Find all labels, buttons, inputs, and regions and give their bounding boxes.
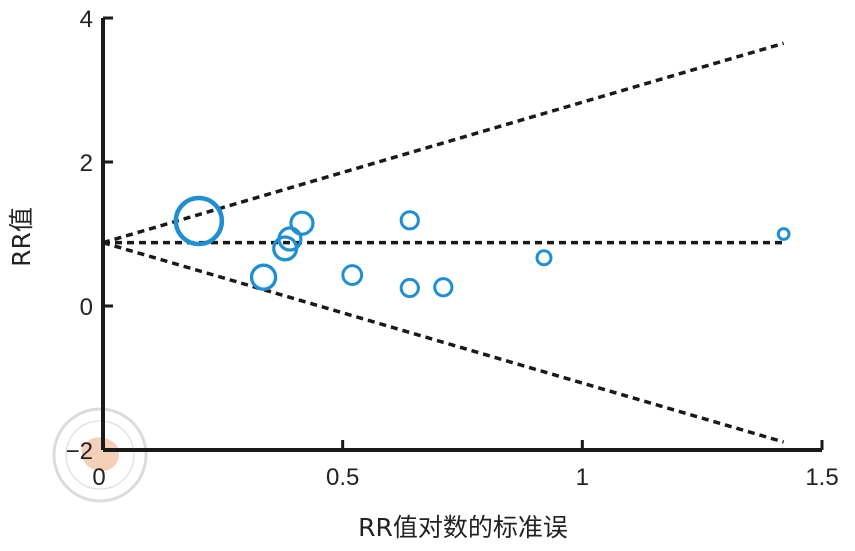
x-tick-label: 0 xyxy=(92,464,105,491)
study-point xyxy=(173,195,225,247)
x-tick-label: 0.5 xyxy=(326,464,359,491)
study-point xyxy=(249,263,278,291)
y-axis-label: RR值 xyxy=(7,207,36,267)
x-tick-label: 1 xyxy=(576,464,589,491)
x-axis-ticks: 0 0.5 1 1.5 xyxy=(92,440,839,491)
y-axis-ticks: −2 0 2 4 xyxy=(66,6,113,465)
funnel-lines xyxy=(102,41,785,444)
watermark-seal-icon xyxy=(52,407,148,503)
x-axis-label: RR值对数的标准误 xyxy=(358,513,568,542)
y-tick-label: 4 xyxy=(80,6,93,33)
upper-funnel-line xyxy=(102,41,785,245)
study-point xyxy=(399,277,420,299)
study-point xyxy=(433,277,454,298)
study-point xyxy=(399,210,420,231)
y-tick-label: −2 xyxy=(66,438,93,465)
study-point xyxy=(535,249,553,267)
y-tick-label: 2 xyxy=(80,150,93,177)
lower-funnel-line xyxy=(102,240,785,444)
study-point xyxy=(341,264,364,286)
y-tick-label: 0 xyxy=(80,294,93,321)
study-point xyxy=(289,210,315,236)
study-point xyxy=(776,227,791,241)
study-point xyxy=(277,226,303,252)
x-tick-label: 1.5 xyxy=(805,464,838,491)
study-points xyxy=(173,195,791,299)
